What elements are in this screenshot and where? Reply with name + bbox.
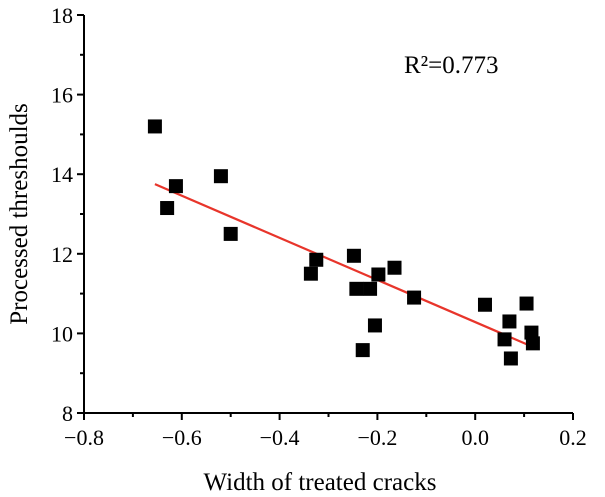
- data-point: [387, 260, 402, 275]
- data-point: [367, 318, 382, 333]
- x-tick-label: −0.4: [260, 425, 300, 450]
- data-point: [223, 226, 238, 241]
- data-point: [355, 343, 370, 358]
- data-point: [525, 336, 540, 351]
- data-point: [477, 297, 492, 312]
- data-point: [346, 248, 361, 263]
- x-axis-title: Width of treated cracks: [204, 469, 437, 496]
- data-point: [213, 169, 228, 184]
- data-point: [303, 266, 318, 281]
- x-tick-label: −0.2: [357, 425, 397, 450]
- y-tick-label: 16: [51, 83, 73, 108]
- data-point: [168, 179, 183, 194]
- data-point: [407, 290, 422, 305]
- x-tick-label: −0.6: [162, 425, 202, 450]
- y-tick-label: 14: [51, 162, 73, 187]
- x-tick-label: 0.0: [461, 425, 489, 450]
- y-axis-ticks: 8 10 12 14 16 18: [51, 3, 84, 426]
- x-tick-label: 0.2: [559, 425, 587, 450]
- data-point: [309, 252, 324, 267]
- data-point: [519, 296, 534, 311]
- data-point: [503, 351, 518, 366]
- data-point: [524, 325, 539, 340]
- data-point: [160, 201, 175, 216]
- data-point: [497, 332, 512, 347]
- x-tick-label: −0.8: [64, 425, 104, 450]
- data-points: [147, 119, 540, 366]
- r-squared-annotation: R²=0.773: [404, 52, 499, 79]
- data-point: [147, 119, 162, 134]
- data-point: [363, 281, 378, 296]
- regression-line: [154, 183, 535, 349]
- plot-frame: [83, 15, 573, 414]
- y-tick-label: 8: [62, 401, 73, 426]
- data-point: [371, 267, 386, 282]
- data-point: [502, 314, 517, 329]
- x-axis-ticks: −0.8 −0.6 −0.4 −0.2 0.0 0.2: [64, 413, 587, 450]
- y-tick-label: 18: [51, 3, 73, 28]
- y-tick-label: 10: [51, 321, 73, 346]
- y-tick-label: 12: [51, 242, 73, 267]
- fit-line-group: [154, 183, 535, 349]
- data-point: [349, 281, 364, 296]
- y-axis-title: Processed threshoulds: [6, 103, 33, 325]
